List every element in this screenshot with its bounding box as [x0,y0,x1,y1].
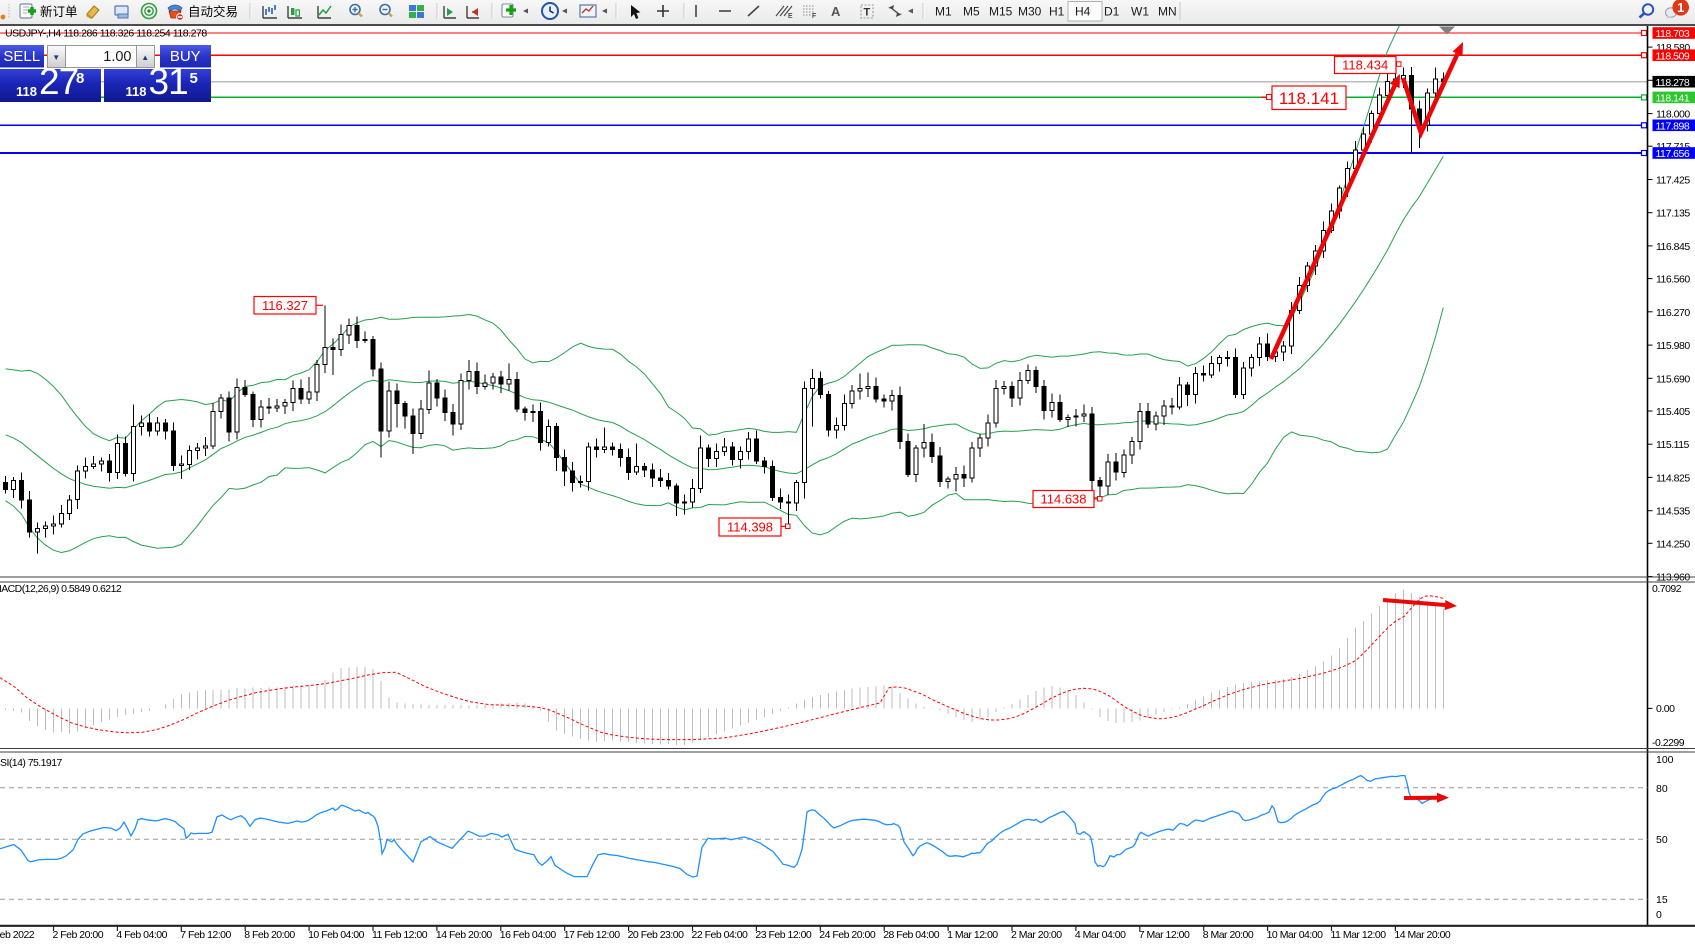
svg-text:E: E [788,13,793,20]
svg-text:20 Feb 23:00: 20 Feb 23:00 [628,929,685,941]
svg-text:118.278: 118.278 [1656,77,1690,89]
svg-text:自动交易: 自动交易 [188,4,238,19]
svg-text:24 Feb 20:00: 24 Feb 20:00 [819,929,876,941]
svg-text:M15: M15 [989,5,1013,19]
svg-text:114.638: 114.638 [1040,492,1086,507]
svg-text:116.270: 116.270 [1656,307,1690,319]
svg-text:114.250: 114.250 [1656,538,1690,550]
svg-text:14 Mar 20:00: 14 Mar 20:00 [1394,929,1451,941]
svg-text:新订单: 新订单 [40,4,78,19]
svg-text:10 Mar 04:00: 10 Mar 04:00 [1267,929,1324,941]
svg-text:10 Feb 04:00: 10 Feb 04:00 [308,929,365,941]
svg-text:116.845: 116.845 [1656,241,1690,253]
svg-text:114.825: 114.825 [1656,472,1690,484]
svg-text:16 Feb 04:00: 16 Feb 04:00 [500,929,557,941]
svg-text:1 Mar 12:00: 1 Mar 12:00 [947,929,998,941]
svg-text:100: 100 [1656,754,1674,766]
svg-text:118.141: 118.141 [1656,93,1690,105]
svg-text:-0.2299: -0.2299 [1652,737,1685,749]
svg-text:115.690: 115.690 [1656,373,1690,385]
svg-text:116.327: 116.327 [262,298,308,313]
svg-text:M1: M1 [935,5,952,19]
svg-text:7 Feb 12:00: 7 Feb 12:00 [180,929,231,941]
svg-text:1: 1 [1677,0,1684,15]
svg-text:11 Feb 12:00: 11 Feb 12:00 [372,929,428,941]
svg-text:2 Feb 20:00: 2 Feb 20:00 [53,929,104,941]
svg-text:MN: MN [1158,5,1177,19]
svg-text:D1: D1 [1104,5,1120,19]
svg-text:117.656: 117.656 [1656,148,1690,160]
svg-text:118.141: 118.141 [1279,89,1339,108]
svg-text:117.425: 117.425 [1656,175,1690,187]
svg-text:F: F [812,13,816,20]
svg-text:115.405: 115.405 [1656,406,1690,418]
svg-text:28 Feb 04:00: 28 Feb 04:00 [883,929,940,941]
svg-text:USDJPY-,H4 118.286 118.326 11: USDJPY-,H4 118.286 118.326 118.254 118.2… [5,28,207,40]
svg-text:T: T [864,7,871,19]
svg-text:2 Mar 20:00: 2 Mar 20:00 [1011,929,1062,941]
svg-text:8 Feb 20:00: 8 Feb 20:00 [244,929,295,941]
svg-text:H4: H4 [1075,5,1091,19]
svg-text:115.115: 115.115 [1656,439,1690,451]
svg-text:4 Feb 04:00: 4 Feb 04:00 [116,929,167,941]
svg-text:7 Mar 12:00: 7 Mar 12:00 [1139,929,1190,941]
svg-text:MACD(12,26,9) 0.5849 0.6212: MACD(12,26,9) 0.5849 0.6212 [0,583,122,595]
svg-text:22 Feb 04:00: 22 Feb 04:00 [692,929,749,941]
svg-text:80: 80 [1656,783,1668,795]
svg-text:RSI(14) 75.1917: RSI(14) 75.1917 [0,757,63,769]
svg-text:0.7092: 0.7092 [1652,583,1682,595]
svg-text:17 Feb 12:00: 17 Feb 12:00 [564,929,621,941]
svg-text:14 Feb 20:00: 14 Feb 20:00 [436,929,493,941]
svg-text:2 Feb 2022: 2 Feb 2022 [0,929,35,941]
svg-text:4 Mar 04:00: 4 Mar 04:00 [1075,929,1126,941]
svg-text:W1: W1 [1131,5,1149,19]
svg-text:11 Mar 12:00: 11 Mar 12:00 [1331,929,1387,941]
svg-text:117.898: 117.898 [1656,121,1690,133]
svg-text:23 Feb 12:00: 23 Feb 12:00 [755,929,812,941]
svg-text:A: A [831,4,841,19]
svg-text:118.509: 118.509 [1656,50,1690,62]
svg-text:118.434: 118.434 [1342,58,1388,73]
svg-text:116.560: 116.560 [1656,274,1690,286]
svg-text:M5: M5 [963,5,980,19]
svg-text:50: 50 [1656,834,1668,846]
svg-text:118.000: 118.000 [1656,109,1690,121]
svg-text:118.703: 118.703 [1656,28,1690,40]
svg-text:114.398: 114.398 [727,520,773,535]
svg-text:115.980: 115.980 [1656,340,1690,352]
svg-text:0: 0 [1656,909,1662,921]
svg-text:114.535: 114.535 [1656,506,1690,518]
svg-text:15: 15 [1656,894,1668,906]
svg-text:8 Mar 20:00: 8 Mar 20:00 [1203,929,1254,941]
svg-text:117.135: 117.135 [1656,208,1690,220]
svg-text:0.00: 0.00 [1656,703,1675,715]
svg-text:M30: M30 [1018,5,1042,19]
svg-text:H1: H1 [1049,5,1065,19]
